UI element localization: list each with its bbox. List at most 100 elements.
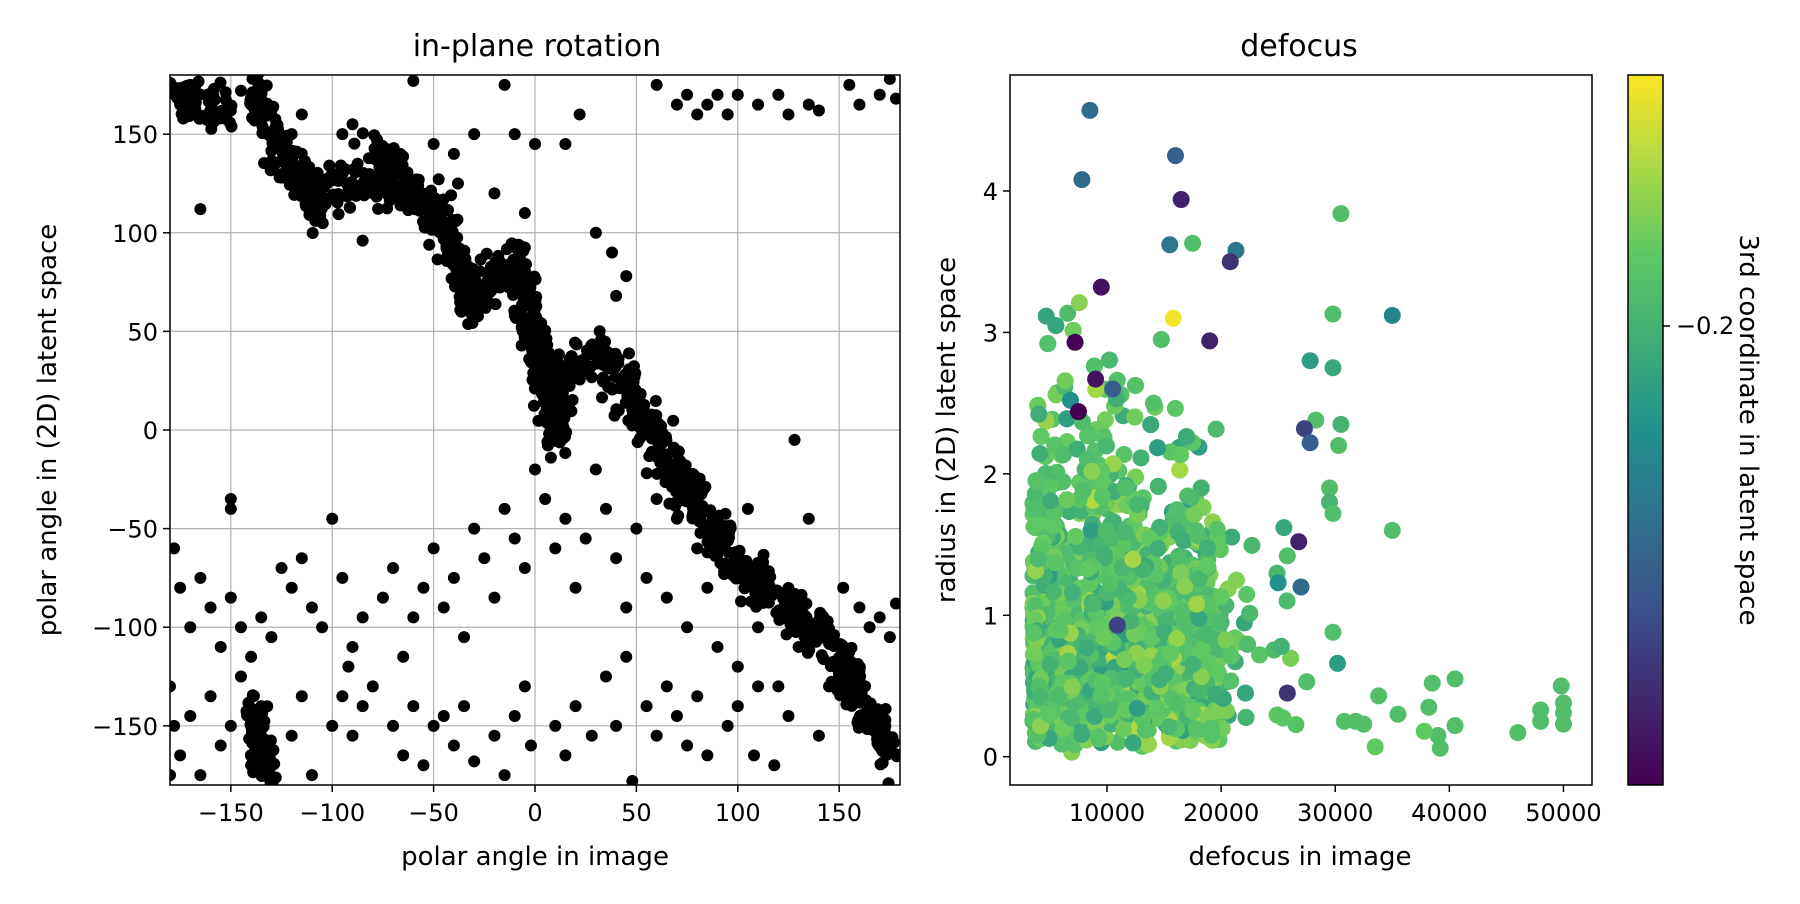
scatter-point (530, 356, 543, 369)
scatter-point (1136, 721, 1154, 739)
y-ticks-rotation: −150 −100 −50 0 50 100 150 (92, 121, 170, 741)
scatter-point (878, 723, 891, 736)
scatter-point (381, 202, 394, 215)
scatter-point (1298, 673, 1316, 691)
scatter-point (515, 240, 528, 253)
scatter-point (158, 66, 170, 78)
scatter-point (650, 493, 663, 506)
scatter-point (1446, 717, 1464, 735)
scatter-point (295, 108, 308, 121)
scatter-point (843, 78, 856, 91)
scatter-point (731, 660, 744, 673)
x-tick-label: 40000 (1411, 799, 1487, 827)
scatter-point (1092, 278, 1110, 296)
scatter-point (1383, 306, 1401, 324)
scatter-point (234, 670, 247, 683)
scatter-point (326, 719, 339, 732)
scatter-point (194, 769, 207, 782)
scatter-point (245, 98, 258, 111)
scatter-point (518, 680, 531, 693)
scatter-point (637, 403, 650, 416)
scatter-point (1031, 445, 1049, 463)
scatter-point (731, 88, 744, 101)
scatter-point (1073, 171, 1091, 189)
scatter-point (255, 700, 268, 713)
scatter-point (602, 380, 615, 393)
scatter-point (1222, 672, 1240, 690)
scatter-point (620, 369, 633, 382)
scatter-point (513, 305, 526, 318)
scatter-point (1509, 724, 1527, 742)
scatter-point (265, 789, 277, 801)
scatter-point (853, 601, 866, 614)
scatter-point (1101, 575, 1119, 593)
scatter-point (533, 347, 546, 360)
scatter-point (427, 542, 440, 555)
scatter-point (1189, 527, 1207, 545)
scatter-point (1097, 437, 1115, 455)
scatter-point (634, 418, 647, 431)
scatter-point (1149, 439, 1167, 457)
scatter-point (1050, 686, 1068, 704)
scatter-point (1099, 701, 1117, 719)
scatter-point (855, 709, 868, 722)
scatter-point (313, 181, 326, 194)
scatter-point (468, 522, 481, 535)
scatter-point (184, 78, 197, 91)
scatter-point (468, 128, 481, 141)
scatter-point (850, 664, 863, 677)
scatter-point (224, 502, 237, 515)
scatter-point (1135, 656, 1153, 674)
scatter-point (219, 93, 232, 106)
scatter-point (336, 690, 349, 703)
scatter-point (883, 631, 896, 644)
scatter-point (524, 739, 537, 752)
scatter-point (451, 213, 464, 226)
scatter-point (462, 317, 475, 330)
scatter-point (349, 166, 362, 179)
scatter-point (316, 621, 329, 634)
scatter-point (569, 581, 582, 594)
scatter-point (480, 247, 493, 260)
scatter-point (711, 640, 724, 653)
scatter-point (362, 152, 375, 165)
scatter-point (1301, 352, 1319, 370)
scatter-point (248, 114, 261, 127)
scatter-point (467, 298, 480, 311)
scatter-point (1554, 715, 1572, 733)
scatter-point (1078, 639, 1096, 657)
scatter-point (478, 552, 491, 565)
scatter-point (1243, 536, 1261, 554)
scatter-point (1056, 372, 1074, 390)
scatter-point (498, 769, 511, 782)
scatter-point (267, 126, 280, 139)
scatter-point (399, 168, 412, 181)
scatter-point (518, 207, 531, 220)
scatter-point (407, 611, 420, 624)
scatter-point (1324, 623, 1342, 641)
scatter-point (1079, 560, 1097, 578)
scatter-point (772, 88, 785, 101)
scatter-point (620, 650, 633, 663)
scatter-point (510, 252, 523, 265)
scatter-point (337, 189, 350, 202)
scatter-point (660, 434, 673, 447)
scatter-point (748, 749, 760, 762)
scatter-point (184, 621, 197, 634)
scatter-point (640, 467, 653, 480)
scatter-point (234, 621, 247, 634)
scatter-point (495, 279, 508, 292)
scatter-point (549, 542, 562, 555)
scatter-point (262, 787, 274, 799)
scatter-point (397, 749, 410, 762)
scatter-point (1067, 527, 1085, 545)
scatter-point (1197, 625, 1215, 643)
scatter-point (701, 98, 714, 111)
scatter-point (214, 640, 227, 653)
scatter-point (1122, 612, 1140, 630)
scatter-point (1187, 720, 1205, 738)
scatter-point (204, 690, 217, 703)
scatter-point (562, 396, 575, 409)
scatter-point (559, 446, 572, 459)
scatter-point (508, 128, 521, 141)
